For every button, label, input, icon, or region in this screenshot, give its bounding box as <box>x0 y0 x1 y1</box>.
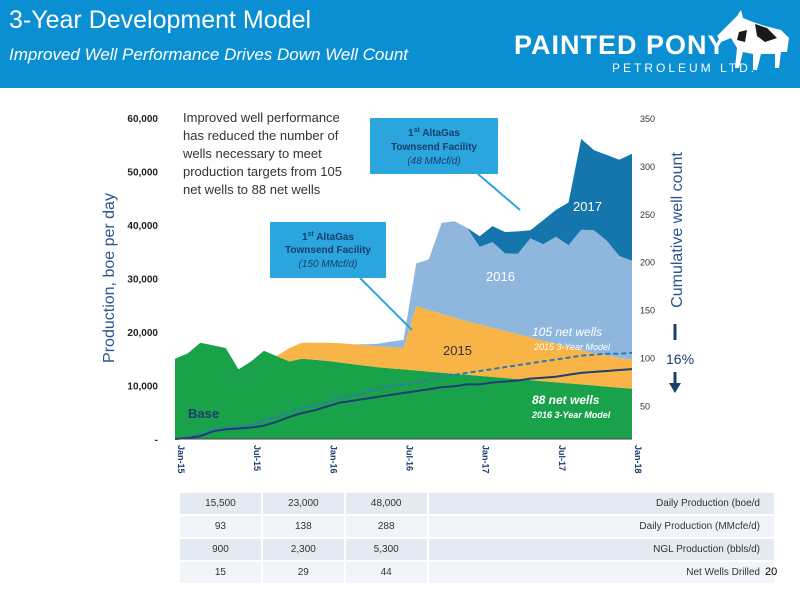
callout-pointer-2 <box>477 173 521 211</box>
x-tick-label: Jul-17 <box>557 445 567 471</box>
cell-2017: 2,300 <box>260 537 346 562</box>
y-right-tick-label: 200 <box>640 258 655 268</box>
area-label-2017: 2017 <box>573 199 602 214</box>
area-label-2015: 2015 <box>443 343 472 358</box>
line-105-net-wells <box>174 351 633 440</box>
area-label-2016: 2016 <box>486 269 515 284</box>
cell-2018: 44 <box>343 560 429 585</box>
y-right-tick-label: 100 <box>640 354 655 364</box>
callout-1-capacity: (150 MMcf/d) <box>299 259 358 270</box>
y-right-tick-label: 300 <box>640 162 655 172</box>
area-2016 <box>175 221 632 370</box>
y-tick-label: - <box>155 435 158 446</box>
area-2017 <box>175 138 632 370</box>
table-row: 15,500 23,000 48,000 Daily Production (boe/… <box>178 491 777 516</box>
line-88-net-wells <box>174 368 633 440</box>
pony-icon <box>717 10 789 70</box>
metric-label: Daily Production (MMcfe/d) <box>426 514 777 539</box>
slide-title: 3-Year Development Model <box>9 6 312 34</box>
slide-header: 3-Year Development Model Improved Well P… <box>0 0 800 88</box>
production-chart: - 10,000 20,000 30,000 40,000 50,000 60,000 50… <box>101 110 694 474</box>
x-tick-label: Jan-18 <box>633 445 643 474</box>
line-label-2016-model: 2016 3-Year Model <box>531 410 611 420</box>
area-label-base: Base <box>188 406 219 421</box>
table-row: 93 138 288 Daily Production (MMcfe/d) <box>178 514 777 539</box>
callout-2-subtitle: Townsend Facility <box>391 142 477 153</box>
note-text: Improved well performance has reduced th… <box>182 110 346 197</box>
x-tick-label: Jul-16 <box>405 445 415 471</box>
callout-townsend-150 <box>270 222 386 278</box>
table-row: 15 29 44 Net Wells Drilled <box>178 560 777 585</box>
cell-2018: 288 <box>343 514 429 539</box>
x-tick-label: Jul-15 <box>252 445 262 471</box>
callout-1-subtitle: Townsend Facility <box>285 245 371 256</box>
callout-2-title: 1st AltaGas <box>408 127 460 139</box>
y-tick-label: 50,000 <box>127 168 158 179</box>
cell-2016: 900 <box>178 537 263 562</box>
slide-subtitle: Improved Well Performance Drives Down We… <box>9 45 409 64</box>
summary-table: 15,500 23,000 48,000 Daily Production (boe/… <box>178 491 777 585</box>
y-tick-label: 60,000 <box>127 114 158 125</box>
y-axis-label: Production, boe per day <box>101 193 118 363</box>
area-2015 <box>175 306 632 389</box>
x-tick-label: Jan-15 <box>176 445 186 474</box>
y-axis-right-label: Cumulative well count <box>669 152 686 308</box>
callout-2-capacity: (48 MMcf/d) <box>407 156 460 167</box>
down-arrow-icon <box>669 383 681 393</box>
metric-label: NGL Production (bbls/d) <box>426 537 777 562</box>
callout-townsend-48 <box>370 118 498 174</box>
line-label-105: 105 net wells <box>532 325 602 339</box>
callout-pointer-1 <box>359 277 413 331</box>
line-label-88: 88 net wells <box>532 393 600 407</box>
y-tick-label: 30,000 <box>127 275 158 286</box>
logo-name: PAINTED PONY <box>514 30 727 60</box>
y-right-tick-label: 250 <box>640 210 655 220</box>
cell-2018: 48,000 <box>343 491 429 516</box>
cell-2018: 5,300 <box>343 537 429 562</box>
y-tick-label: 20,000 <box>127 328 158 339</box>
page-number: 20 <box>765 566 778 578</box>
cell-2016: 15,500 <box>178 491 263 516</box>
table-row: 900 2,300 5,300 NGL Production (bbls/d) <box>178 537 777 562</box>
cell-2017: 29 <box>260 560 346 585</box>
y-tick-label: 10,000 <box>127 382 158 393</box>
y-right-tick-label: 150 <box>640 306 655 316</box>
metric-label: Daily Production (boe/d <box>426 491 777 516</box>
area-base <box>175 342 632 439</box>
reduction-percent: 16% <box>666 351 694 367</box>
logo-subtitle: PETROLEUM LTD. <box>612 61 758 75</box>
cell-2016: 15 <box>178 560 263 585</box>
cell-2017: 138 <box>260 514 346 539</box>
line-label-2015-model: 2015 3-Year Model <box>533 342 611 352</box>
cell-2016: 93 <box>178 514 263 539</box>
callout-1-title: 1st AltaGas <box>302 231 354 243</box>
y-right-tick-label: 350 <box>640 114 655 124</box>
y-tick-label: 40,000 <box>127 221 158 232</box>
x-tick-label: Jan-16 <box>328 445 338 474</box>
metric-label: Net Wells Drilled <box>426 560 777 585</box>
company-logo: PAINTED PONY PETROLEUM LTD. <box>510 8 795 82</box>
y-right-tick-label: 50 <box>640 402 650 412</box>
x-tick-label: Jan-17 <box>481 445 491 474</box>
cell-2017: 23,000 <box>260 491 346 516</box>
